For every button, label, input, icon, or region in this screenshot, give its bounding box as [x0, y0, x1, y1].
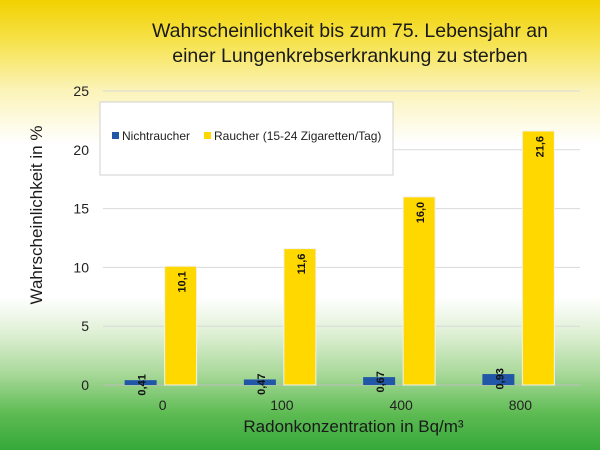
y-axis-title: Wahrscheinlichkeit in %: [27, 126, 46, 305]
y-tick-label: 15: [73, 201, 89, 217]
data-label: 11,6: [296, 254, 308, 275]
data-label: 0,67: [375, 371, 387, 392]
y-tick-label: 5: [81, 318, 89, 334]
bar-nichtraucher: [243, 379, 276, 385]
x-tick-label: 800: [509, 397, 533, 413]
y-tick-label: 0: [81, 377, 89, 393]
bar-nichtraucher: [363, 377, 396, 385]
x-axis-title: Radonkonzentration in Bq/m³: [243, 417, 464, 436]
x-tick-label: 400: [389, 397, 413, 413]
data-label: 16,0: [415, 202, 427, 223]
bar-raucher: [402, 196, 436, 386]
bar-raucher: [283, 248, 317, 386]
y-tick-label: 25: [73, 83, 89, 99]
chart-title-line-1: Wahrscheinlichkeit bis zum 75. Lebensjah…: [152, 20, 548, 42]
data-label: 10,1: [177, 271, 189, 292]
bar-nichtraucher: [124, 380, 157, 385]
bar-raucher: [164, 265, 198, 386]
data-label: 0,41: [137, 374, 149, 395]
legend-box: [99, 101, 394, 176]
y-tick-label: 10: [73, 259, 89, 275]
x-tick-label: 100: [270, 397, 294, 413]
data-label: 0,47: [256, 373, 268, 394]
x-tick-label: 0: [159, 397, 167, 413]
legend-swatch: [112, 132, 119, 139]
legend-label: Nichtraucher: [122, 129, 190, 143]
legend-swatch: [204, 132, 211, 139]
legend-label: Raucher (15-24 Zigaretten/Tag): [214, 129, 381, 143]
data-label: 0,93: [494, 368, 506, 389]
data-label: 21,6: [534, 136, 546, 157]
y-tick-label: 20: [73, 142, 89, 158]
chart-title-line-2: einer Lungenkrebserkrankung zu sterben: [172, 45, 528, 67]
bar-nichtraucher: [482, 374, 515, 385]
bar-raucher: [521, 130, 555, 386]
